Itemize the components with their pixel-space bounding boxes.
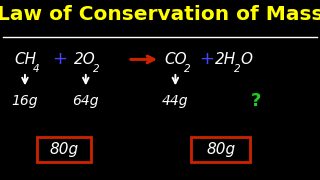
Text: +: +: [199, 50, 214, 68]
Text: O: O: [240, 52, 252, 67]
Text: 16g: 16g: [12, 94, 38, 108]
Text: ?: ?: [251, 92, 261, 110]
Text: 2: 2: [234, 64, 241, 74]
Text: 4: 4: [33, 64, 40, 74]
Text: 64g: 64g: [73, 94, 99, 108]
Text: 44g: 44g: [162, 94, 188, 108]
Text: 80g: 80g: [49, 142, 79, 157]
Text: Law of Conservation of Mass: Law of Conservation of Mass: [0, 5, 320, 24]
Text: 2H: 2H: [215, 52, 236, 67]
Text: 80g: 80g: [206, 142, 236, 157]
Text: 2O: 2O: [74, 52, 95, 67]
Text: CH: CH: [14, 52, 36, 67]
Text: +: +: [52, 50, 67, 68]
Text: 2: 2: [93, 64, 100, 74]
Text: 2: 2: [184, 64, 191, 74]
Text: CO: CO: [165, 52, 188, 67]
